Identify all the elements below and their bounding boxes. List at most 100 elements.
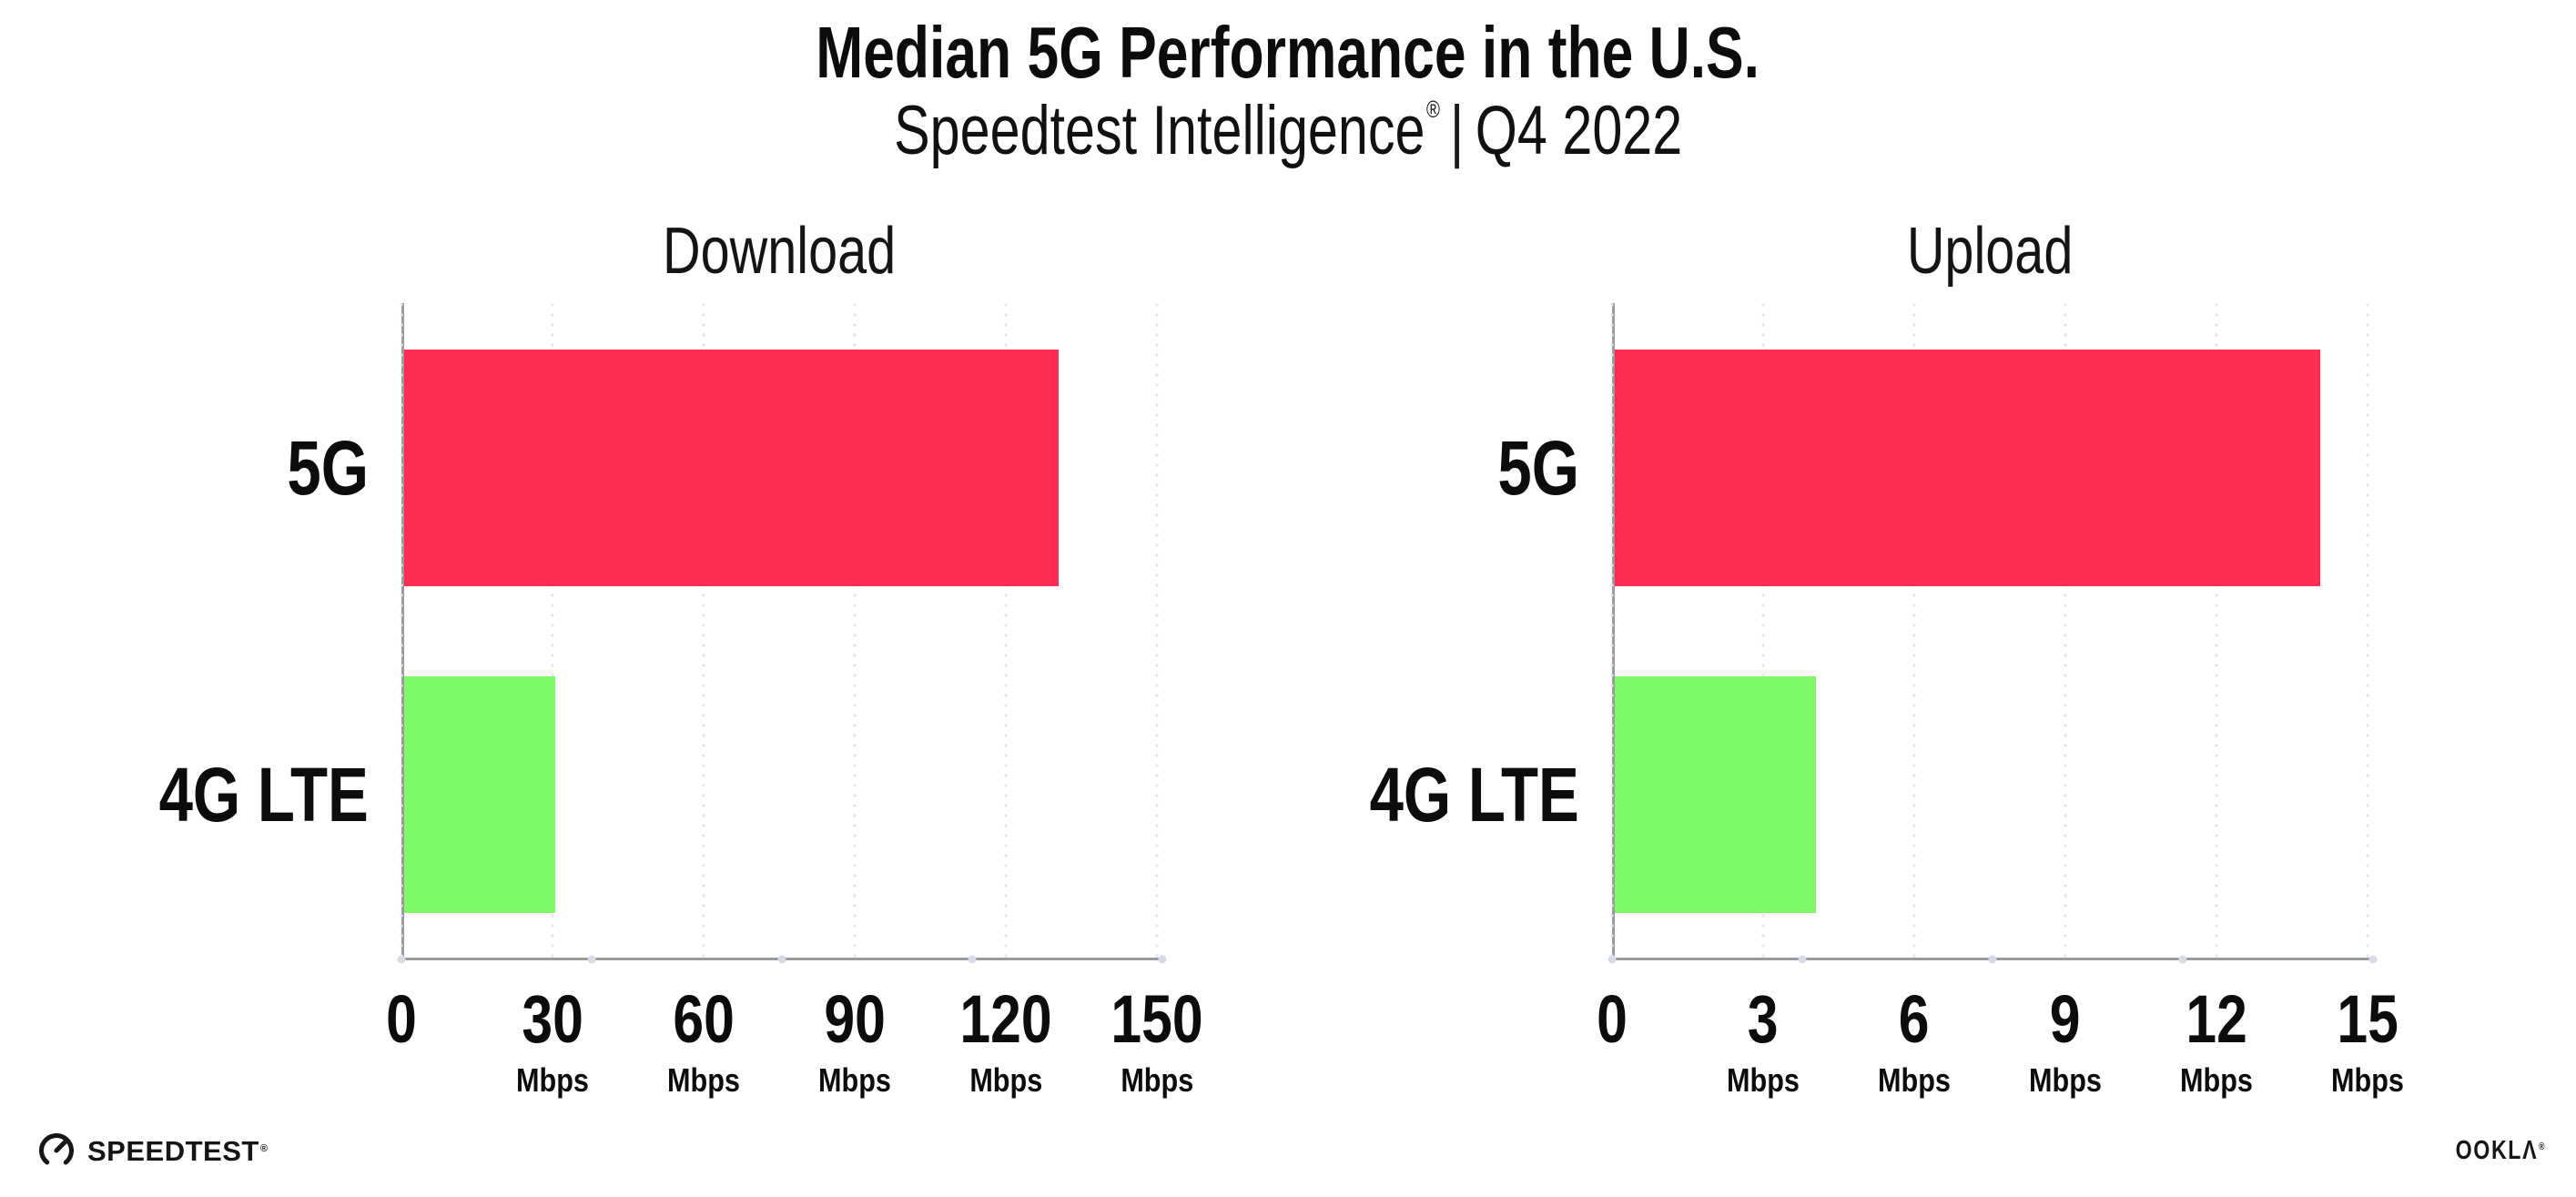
category-label-5g: 5G (1197, 430, 1579, 506)
tick-unit: Mbps (1871, 1064, 1957, 1097)
x-tick-15: 15 Mbps (2325, 986, 2410, 1097)
axis-marker-dot (777, 955, 786, 963)
x-axis-line (1607, 955, 2378, 963)
bar-5g-upload (1615, 350, 2320, 586)
tick-unit: Mbps (949, 1064, 1061, 1097)
speedtest-wordmark-text: SPEEDTEST (87, 1134, 259, 1167)
tick-unit-text: Mbps (2029, 1061, 2102, 1099)
page-subtitle: Speedtest Intelligence® | Q4 2022 (0, 91, 2576, 170)
category-label-text: 5G (287, 425, 369, 511)
x-tick-0: 0 (382, 986, 420, 1053)
x-axis-line (397, 955, 1167, 963)
axis-marker-dot (968, 955, 977, 963)
axis-marker-dot (1158, 955, 1167, 963)
category-label-4g-lte: 4G LTE (0, 756, 369, 833)
tick-value: 3 (1720, 986, 1806, 1053)
tick-unit-text: Mbps (969, 1061, 1042, 1099)
tick-unit-text: Mbps (1121, 1061, 1193, 1099)
upload-chart-title-text: Upload (1906, 215, 2074, 288)
tick-value: 90 (812, 986, 898, 1053)
gridline-150 (1155, 303, 1159, 959)
x-tick-90: 90 Mbps (812, 986, 898, 1097)
tick-value-text: 9 (2050, 981, 2081, 1057)
tick-value-text: 6 (1899, 981, 1930, 1057)
x-tick-60: 60 Mbps (661, 986, 746, 1097)
x-tick-9: 9 Mbps (2023, 986, 2108, 1097)
download-chart-title: Download (401, 218, 1157, 284)
upload-plot-area: 5G 4G LTE 0 3 Mbps 6 Mbps 9 Mbps 12 Mbps 15 Mbps (1370, 303, 2404, 1097)
ookla-logo: OOKLΛ® (2433, 1138, 2545, 1164)
tick-unit: Mbps (510, 1064, 595, 1097)
gridline-3 (1761, 303, 1765, 959)
tick-unit-text: Mbps (516, 1061, 589, 1099)
category-label-5g: 5G (0, 430, 369, 506)
tick-unit: Mbps (1720, 1064, 1806, 1097)
speedtest-trademark-mark: ® (259, 1142, 269, 1154)
axis-marker-dot (587, 955, 596, 963)
tick-value-text: 60 (673, 981, 735, 1057)
tick-unit: Mbps (2023, 1064, 2108, 1097)
axis-marker-dot (2368, 955, 2378, 963)
tick-value-text: 0 (386, 981, 417, 1057)
axis-marker-dot (1798, 955, 1807, 963)
tick-unit-text: Mbps (667, 1061, 740, 1099)
tick-unit-text: Mbps (1878, 1061, 1951, 1099)
ookla-trademark-mark: ® (2538, 1141, 2546, 1152)
tick-unit: Mbps (2174, 1064, 2259, 1097)
tick-unit: Mbps (661, 1064, 746, 1097)
page-title-text: Median 5G Performance in the U.S. (816, 12, 1760, 93)
x-tick-120: 120 Mbps (949, 986, 1061, 1097)
tick-unit-text: Mbps (1727, 1061, 1800, 1099)
tick-value-text: 0 (1597, 981, 1628, 1057)
tick-value: 0 (382, 986, 420, 1053)
subtitle-brand: Speedtest Intelligence (893, 92, 1425, 169)
upload-chart: Upload 5G 4G LTE 0 3 Mbps 6 Mbps 9 Mbps 12 Mbps 15 M… (1370, 218, 2404, 1138)
gridline-90 (853, 303, 857, 959)
gridline-6 (1912, 303, 1916, 959)
category-label-4g-lte: 4G LTE (1197, 756, 1579, 833)
x-tick-12: 12 Mbps (2174, 986, 2259, 1097)
ookla-wordmark-text: OOKLΛ (2455, 1136, 2538, 1165)
bar-4g-lte-upload (1615, 676, 1817, 913)
x-tick-0: 0 (1593, 986, 1630, 1053)
gridline-9 (2064, 303, 2067, 959)
tick-value: 6 (1871, 986, 1957, 1053)
x-tick-150: 150 Mbps (1100, 986, 1212, 1097)
gridline-0 (1610, 303, 1614, 959)
tick-value-text: 30 (522, 981, 583, 1057)
tick-value-text: 3 (1748, 981, 1779, 1057)
gridline-120 (1004, 303, 1008, 959)
axis-marker-dot (397, 955, 406, 963)
tick-value: 12 (2174, 986, 2259, 1053)
speedtest-wordmark: SPEEDTEST® (87, 1134, 269, 1167)
tick-value-text: 150 (1111, 981, 1203, 1057)
tick-value-text: 90 (824, 981, 886, 1057)
tick-value-text: 15 (2337, 981, 2399, 1057)
tick-value: 30 (510, 986, 595, 1053)
tick-unit-text: Mbps (2331, 1061, 2404, 1099)
gridline-12 (2215, 303, 2218, 959)
tick-value-text: 12 (2186, 981, 2247, 1057)
download-plot-area: 5G 4G LTE 0 30 Mbps 60 Mbps 90 Mbps 120 Mbps 150 Mbp… (159, 303, 1203, 1097)
gridline-60 (702, 303, 705, 959)
page-subtitle-text: Speedtest Intelligence® | Q4 2022 (894, 91, 1682, 170)
bar-5g-download (404, 350, 1060, 586)
ookla-wordmark: OOKLΛ® (2455, 1138, 2545, 1164)
download-chart: Download 5G 4G LTE 0 30 Mbps 60 Mbps 90 Mbps 120 M… (159, 218, 1203, 1138)
gridline-0 (400, 303, 403, 959)
tick-value: 60 (661, 986, 746, 1053)
x-tick-30: 30 Mbps (510, 986, 595, 1097)
registered-trademark-mark: ® (1425, 96, 1440, 123)
subtitle-separator: | (1449, 92, 1465, 169)
gridline-30 (551, 303, 554, 959)
tick-unit: Mbps (812, 1064, 898, 1097)
tick-value: 0 (1593, 986, 1630, 1053)
axis-marker-dot (2178, 955, 2187, 963)
speedtest-gauge-icon (38, 1132, 75, 1169)
x-tick-6: 6 Mbps (1871, 986, 1957, 1097)
x-axis-ticks: 0 30 Mbps 60 Mbps 90 Mbps 120 Mbps 150 Mbps (386, 986, 1202, 1122)
subtitle-period: Q4 2022 (1475, 92, 1683, 169)
upload-chart-title: Upload (1612, 218, 2368, 284)
page-title: Median 5G Performance in the U.S. (0, 13, 2576, 93)
